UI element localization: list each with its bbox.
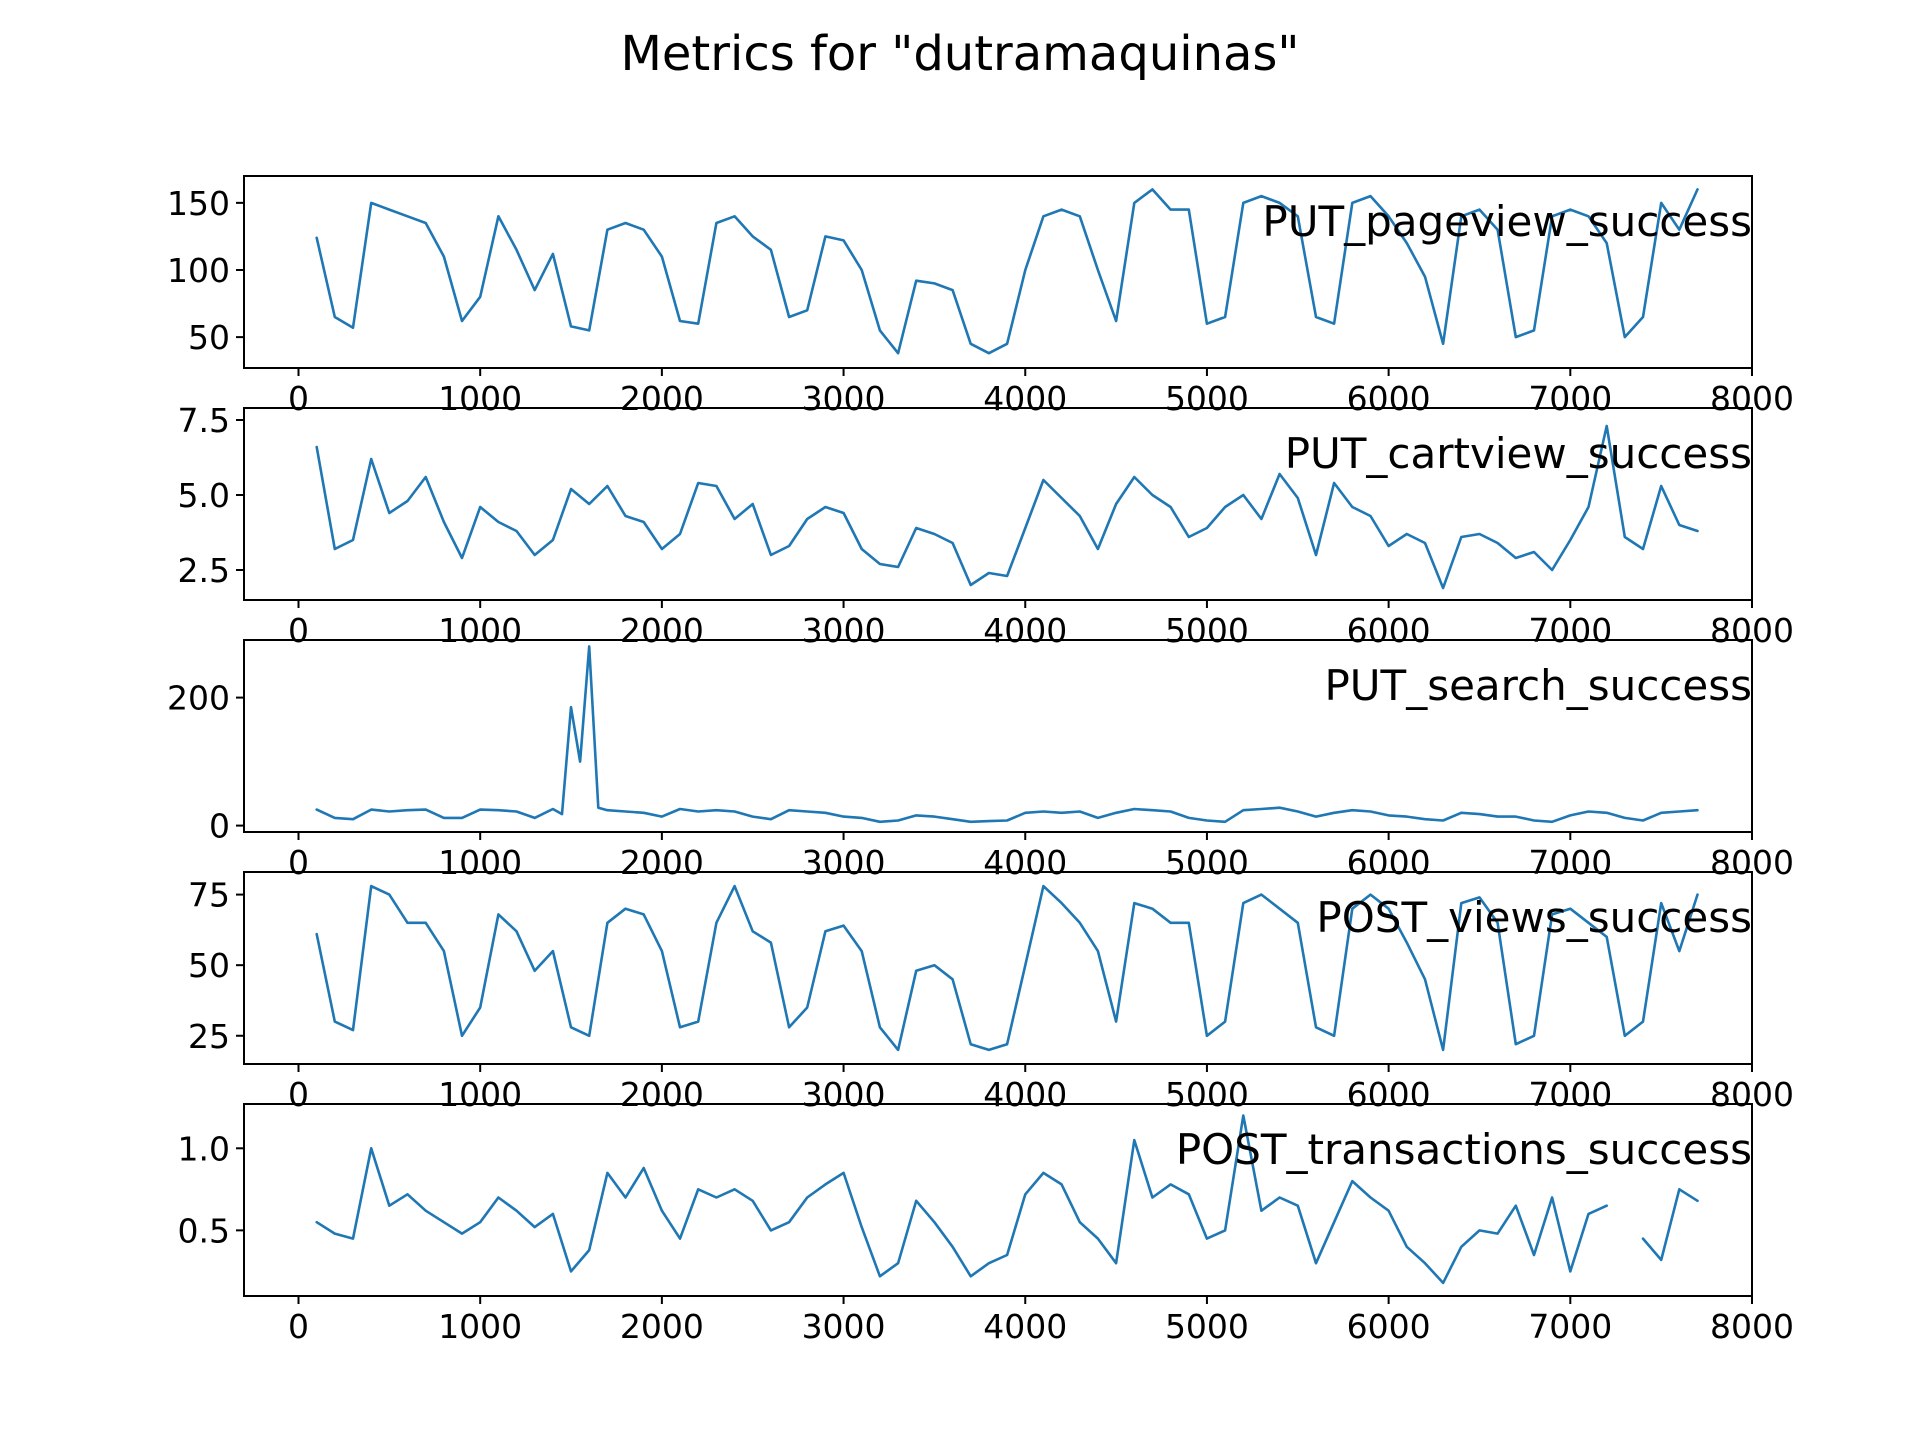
x-tick-label: 4000 xyxy=(983,843,1067,882)
x-tick-label: 0 xyxy=(288,1307,309,1346)
x-tick-label: 3000 xyxy=(802,1307,886,1346)
x-tick-label: 2000 xyxy=(620,1075,704,1114)
x-tick-label: 1000 xyxy=(438,843,522,882)
x-tick-label: 6000 xyxy=(1347,843,1431,882)
x-tick-label: 6000 xyxy=(1347,1307,1431,1346)
y-tick-label: 0.5 xyxy=(178,1211,230,1250)
x-tick-label: 1000 xyxy=(438,611,522,650)
panels: 0 1000 2000 3000 4000 5000 6000 7000 80005010015… xyxy=(167,175,1794,1346)
x-tick-label: 3000 xyxy=(802,1075,886,1114)
x-tick-label: 6000 xyxy=(1347,1075,1431,1114)
x-tick-label: 7000 xyxy=(1528,611,1612,650)
x-tick-label: 1000 xyxy=(438,1307,522,1346)
panel-4: 0 1000 2000 3000 4000 5000 6000 7000 8000 0.5 1.0 P… xyxy=(178,1103,1794,1346)
y-tick-label: 50 xyxy=(188,318,230,357)
y-tick-label: 75 xyxy=(188,876,230,915)
y-tick-label: 150 xyxy=(167,184,230,223)
x-tick-label: 3000 xyxy=(802,611,886,650)
series-line xyxy=(315,424,1699,590)
y-tick-label: 1.0 xyxy=(178,1129,230,1168)
y-tick-label: 2.5 xyxy=(178,551,230,590)
y-tick-label: 25 xyxy=(188,1017,230,1056)
panel-label: POST_transactions_success xyxy=(1176,1125,1752,1174)
x-tick-label: 3000 xyxy=(802,843,886,882)
y-tick-label: 5.0 xyxy=(178,476,230,515)
x-tick-label: 2000 xyxy=(620,843,704,882)
x-tick-label: 0 xyxy=(288,379,309,418)
panel-0: 0 1000 2000 3000 4000 5000 6000 7000 80005010015… xyxy=(167,175,1794,418)
axes-frame xyxy=(243,1103,1753,1297)
x-tick-label: 4000 xyxy=(983,1075,1067,1114)
axes-frame xyxy=(243,871,1753,1065)
axes-frame xyxy=(243,407,1753,601)
x-tick-label: 0 xyxy=(288,611,309,650)
x-tick-label: 8000 xyxy=(1710,1307,1794,1346)
y-tick-label: 200 xyxy=(167,679,230,718)
x-tick-label: 0 xyxy=(288,1075,309,1114)
x-tick-label: 1000 xyxy=(438,1075,522,1114)
x-tick-label: 7000 xyxy=(1528,379,1612,418)
panel-1: 0 1000 2000 3000 4000 5000 6000 7000 80002.55.07… xyxy=(178,401,1794,650)
chart-title: Metrics for "dutramaquinas" xyxy=(620,26,1299,82)
x-tick-label: 7000 xyxy=(1528,843,1612,882)
panel-label: PUT_cartview_success xyxy=(1285,429,1752,478)
x-tick-label: 5000 xyxy=(1165,1075,1249,1114)
x-tick-label: 4000 xyxy=(983,1307,1067,1346)
y-tick-label: 7.5 xyxy=(178,401,230,440)
x-tick-label: 4000 xyxy=(983,611,1067,650)
y-tick-label: 100 xyxy=(167,251,230,290)
x-tick-label: 0 xyxy=(288,843,309,882)
x-tick-label: 6000 xyxy=(1347,379,1431,418)
x-tick-label: 2000 xyxy=(620,611,704,650)
y-tick-label: 50 xyxy=(188,946,230,985)
panel-label: PUT_search_success xyxy=(1324,661,1752,710)
x-tick-label: 4000 xyxy=(983,379,1067,418)
y-tick-label: 0 xyxy=(209,807,230,846)
x-tick-label: 5000 xyxy=(1165,843,1249,882)
axes-frame xyxy=(243,175,1753,369)
x-tick-label: 5000 xyxy=(1165,611,1249,650)
x-tick-label: 2000 xyxy=(620,1307,704,1346)
x-tick-label: 3000 xyxy=(802,379,886,418)
x-tick-label: 7000 xyxy=(1528,1307,1612,1346)
panel-label: POST_views_success xyxy=(1316,893,1752,942)
x-tick-label: 2000 xyxy=(620,379,704,418)
series-line xyxy=(315,1114,1699,1285)
series-line xyxy=(315,645,1699,824)
x-tick-label: 5000 xyxy=(1165,1307,1249,1346)
x-tick-label: 7000 xyxy=(1528,1075,1612,1114)
x-tick-label: 1000 xyxy=(438,379,522,418)
x-tick-label: 6000 xyxy=(1347,611,1431,650)
panel-label: PUT_pageview_success xyxy=(1262,197,1752,246)
series-line xyxy=(315,884,1699,1052)
axes-frame xyxy=(243,639,1753,833)
x-tick-label: 5000 xyxy=(1165,379,1249,418)
series-line xyxy=(315,188,1699,355)
